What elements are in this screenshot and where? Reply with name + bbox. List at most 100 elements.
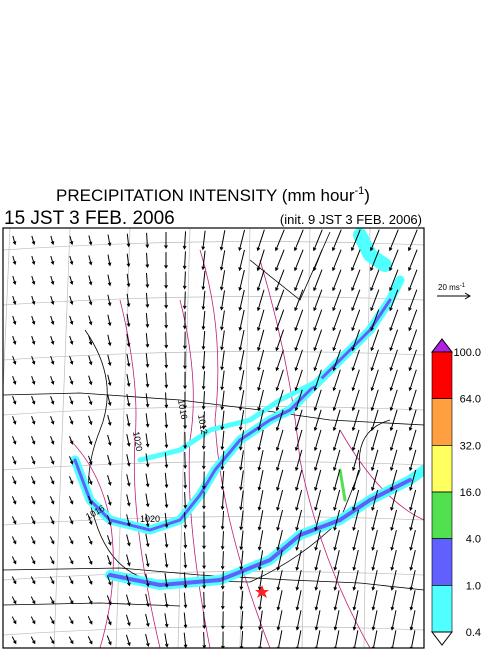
wind-vector (239, 550, 244, 571)
wind-vector (274, 229, 285, 252)
wind-vector (388, 229, 399, 252)
wind-vector (145, 313, 150, 328)
wind-vector (183, 472, 188, 489)
wind-vector (125, 614, 131, 627)
wind-vector (332, 389, 341, 412)
grid-line (3, 406, 424, 416)
wind-vector (126, 534, 131, 547)
wind-vector (30, 616, 36, 625)
wind-vector (275, 309, 285, 332)
wind-vector (275, 389, 284, 412)
wind-vector (407, 229, 418, 252)
grid-line (363, 228, 371, 648)
wind-vector (11, 536, 17, 545)
wind-vector (87, 615, 93, 625)
valid-time: 15 JST 3 FEB. 2006 (4, 208, 175, 229)
wind-vector (68, 556, 74, 565)
wind-vector (183, 371, 187, 390)
wind-vector (145, 573, 150, 588)
wind-vector (295, 509, 303, 531)
wind-vector (183, 351, 187, 370)
wind-vector (126, 273, 131, 288)
wind-vector (107, 474, 112, 486)
wind-vector (145, 473, 150, 488)
wind-vector (182, 251, 187, 270)
wind-vector (49, 596, 55, 605)
wind-vector (182, 231, 187, 250)
wind-vector (183, 451, 188, 470)
colorbar-label: 16.0 (460, 487, 481, 499)
wind-vector (276, 529, 283, 551)
wind-vector (389, 449, 398, 472)
wind-vector (351, 309, 361, 332)
wind-vector (333, 590, 340, 611)
wind-vector (50, 295, 55, 305)
wind-vector (183, 612, 188, 629)
wind-vector (69, 235, 74, 246)
wind-vector (275, 289, 285, 312)
wind-vector (351, 389, 360, 412)
wind-vector (276, 469, 284, 492)
wind-vector (88, 435, 93, 446)
isobar-label: 1020 (131, 431, 144, 452)
wind-vector (201, 371, 206, 390)
wind-vectors (11, 229, 418, 648)
wind-vector (258, 610, 263, 631)
wind-vector (49, 476, 55, 485)
wind-vector (256, 269, 265, 292)
isobar (199, 249, 271, 648)
wind-vector (332, 449, 341, 472)
wind-vector (145, 553, 150, 568)
wind-vector (164, 412, 169, 429)
wind-vector (276, 570, 283, 591)
wind-vector (389, 269, 399, 292)
wind-vector (257, 349, 265, 372)
wind-vector (12, 275, 17, 286)
wind-vector (350, 229, 361, 252)
wind-vector (107, 414, 112, 427)
wind-vector (69, 335, 74, 345)
wind-vector (256, 249, 265, 272)
wind-vector (12, 436, 17, 445)
wind-vector (238, 370, 245, 391)
wind-vector (30, 596, 36, 605)
wind-vector (390, 469, 398, 492)
wind-vector (107, 495, 112, 506)
wind-vector (11, 496, 17, 505)
colorbar-label: 32.0 (460, 440, 481, 452)
wind-vector (202, 571, 207, 590)
wind-vector (371, 590, 378, 611)
wind-vector (145, 373, 150, 388)
wind-vector (220, 450, 225, 471)
wind-vector (49, 516, 55, 525)
coast (84, 329, 391, 583)
wind-vector (220, 350, 225, 371)
wind-vector (88, 455, 93, 466)
wind-vector (314, 550, 321, 571)
wind-vector (50, 375, 55, 385)
wind-vector (313, 309, 323, 332)
colorbar-segment (431, 491, 453, 539)
wind-vector (333, 469, 341, 492)
wind-vector (332, 329, 342, 352)
wind-vector (352, 570, 359, 591)
wind-vector (87, 636, 93, 645)
wind-vector (333, 529, 340, 551)
wind-vector (239, 530, 244, 551)
wind-vector (295, 570, 302, 591)
wind-vector (313, 249, 323, 272)
wind-vector (49, 536, 55, 545)
wind-vector (351, 329, 361, 352)
wind-vector (390, 590, 397, 611)
wind-vector (50, 436, 55, 445)
wind-vector (201, 351, 206, 370)
precip-band (137, 377, 323, 463)
wind-vector (164, 392, 169, 409)
grid-line (301, 228, 311, 648)
wind-vector (409, 570, 416, 591)
colorbar-segment (431, 585, 453, 633)
wind-vector (351, 409, 360, 432)
wind-vector (107, 394, 112, 407)
wind-vector (294, 269, 304, 292)
wind-vector (68, 616, 74, 625)
